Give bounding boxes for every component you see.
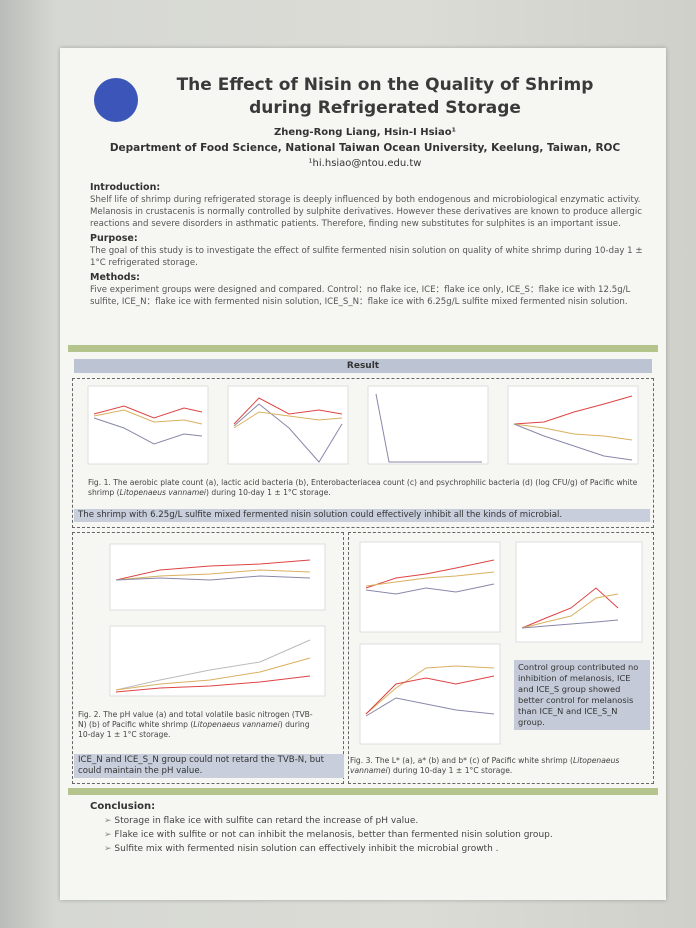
section-header: Result <box>74 359 652 373</box>
caption-part: ) during 10-day 1 ± 1°C storage. <box>387 766 513 775</box>
authors: Zheng-Rong Liang, Hsin-I Hsiao¹ <box>274 127 456 138</box>
conclusion-item: Sulfite mix with fermented nisin solutio… <box>104 842 650 856</box>
species: Litopenaeus vannamei <box>119 488 206 497</box>
affiliation: Department of Food Science, National Tai… <box>109 142 621 154</box>
heading: Conclusion: <box>90 801 156 812</box>
fig3-note: Control group contributed no inhibition … <box>514 660 650 730</box>
conclusion-list: Storage in flake ice with sulfite can re… <box>90 814 650 856</box>
fig2-caption: Fig. 2. The pH value (a) and total volat… <box>78 710 318 740</box>
heading: Purpose: <box>90 233 138 244</box>
heading: Introduction: <box>90 182 161 193</box>
fig1-note: The shrimp with 6.25g/L sulfite mixed fe… <box>74 509 650 522</box>
caption-part: ) during 10-day 1 ± 1°C storage. <box>78 720 310 739</box>
fig3-box <box>348 532 654 784</box>
fig1-plots <box>87 385 639 465</box>
conclusion: Conclusion: Storage in flake ice with su… <box>90 800 650 856</box>
fig2-note: ICE_N and ICE_S_N group could not retard… <box>74 754 344 778</box>
fig2-box <box>72 532 344 784</box>
conclusion-item: Storage in flake ice with sulfite can re… <box>104 814 650 828</box>
conclusion-item: Flake ice with sulfite or not can inhibi… <box>104 828 650 842</box>
paragraph: The goal of this study is to investigate… <box>90 246 643 268</box>
fig1-caption: Fig. 1. The aerobic plate count (a), lac… <box>88 478 640 498</box>
heading: Methods: <box>90 272 140 283</box>
logo <box>94 78 138 122</box>
paragraph: Five experiment groups were designed and… <box>90 285 631 307</box>
species: Litopenaeus vannamei <box>193 720 280 729</box>
poster: The Effect of Nisin on the Quality of Sh… <box>60 48 666 900</box>
fig1-box <box>72 378 654 528</box>
caption-part: ) during 10-day 1 ± 1°C storage. <box>206 488 331 497</box>
title: The Effect of Nisin on the Quality of Sh… <box>176 75 594 118</box>
fig3-plots <box>359 541 643 745</box>
fig3-caption: Fig. 3. The L* (a), a* (b) and b* (c) of… <box>350 756 650 776</box>
intro-section: Introduction: Shelf life of shrimp durin… <box>90 182 646 311</box>
email: ¹hi.hsiao@ntou.edu.tw <box>308 158 422 169</box>
species: Litopenaeus vannamei <box>350 756 620 775</box>
caption-part: Fig. 1. The aerobic plate count (a), lac… <box>88 478 638 497</box>
paragraph: Shelf life of shrimp during refrigerated… <box>90 195 642 229</box>
caption-part: Fig. 3. The L* (a), a* (b) and b* (c) of… <box>350 756 573 765</box>
divider <box>68 345 658 352</box>
caption-part: Fig. 2. The pH value (a) and total volat… <box>78 710 313 729</box>
fig2-plots <box>109 543 326 697</box>
divider <box>68 788 658 795</box>
